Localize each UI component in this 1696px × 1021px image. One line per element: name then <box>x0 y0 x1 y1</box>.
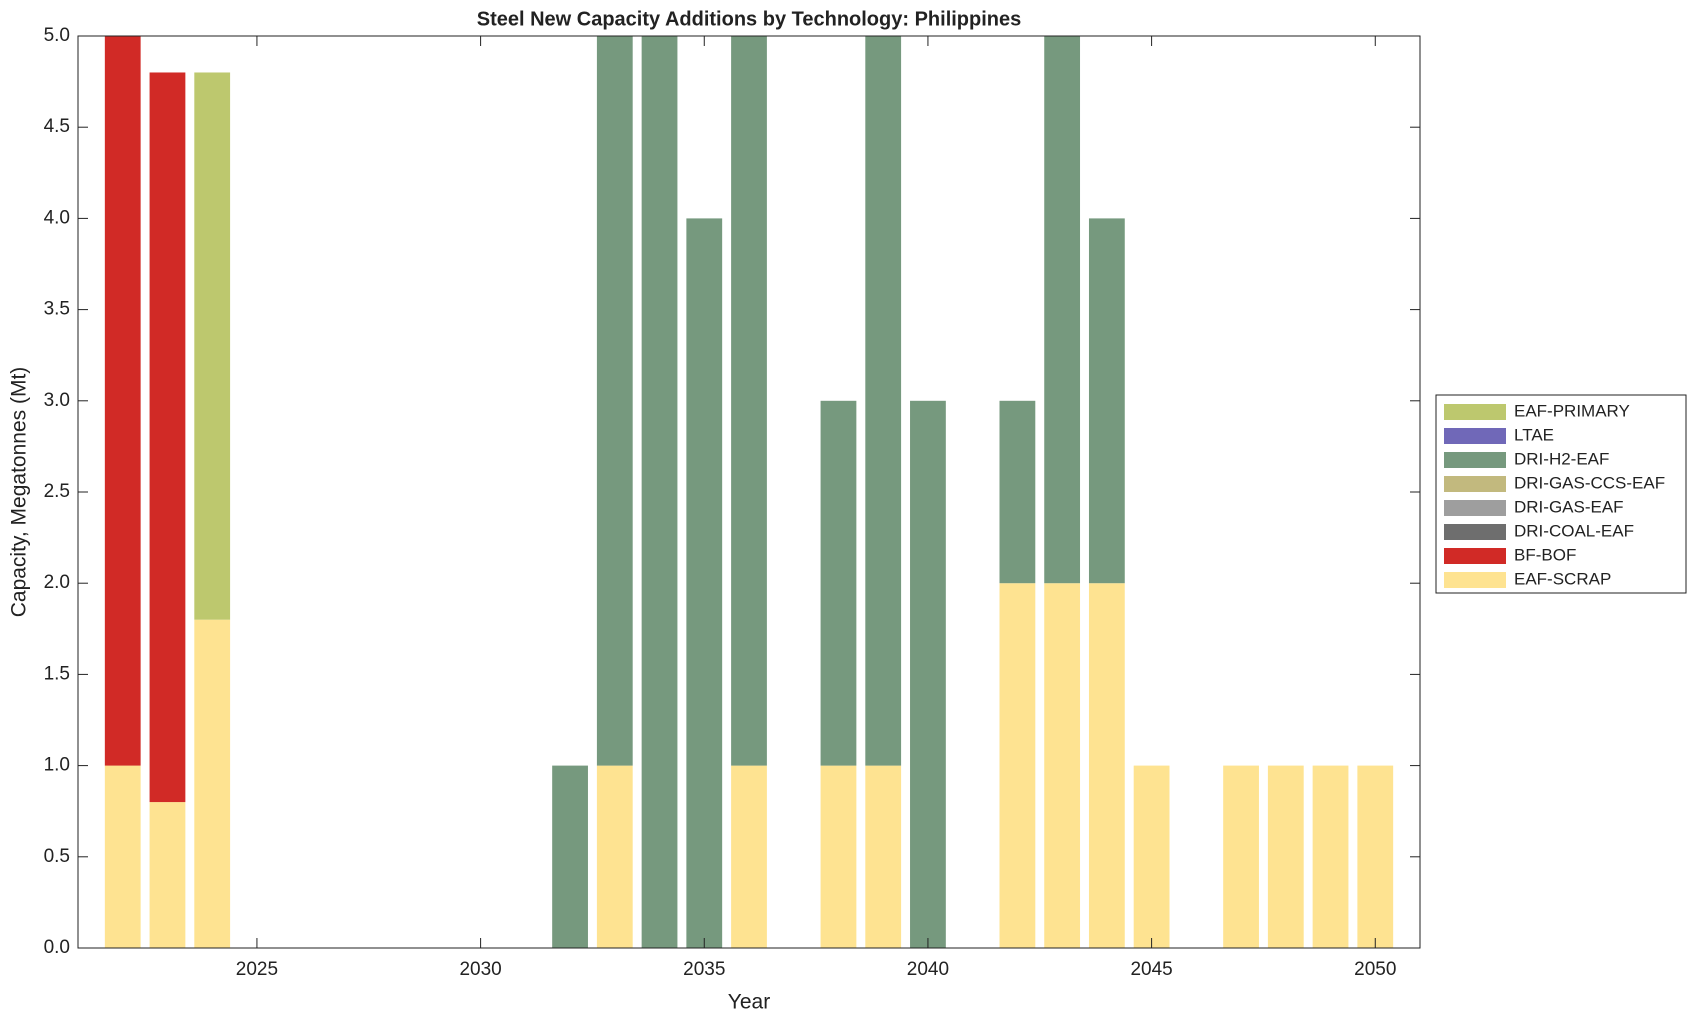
bar-segment <box>1312 765 1349 948</box>
legend-swatch <box>1444 548 1506 564</box>
legend-label: EAF-PRIMARY <box>1514 401 1630 420</box>
bar-segment <box>820 400 857 766</box>
bar-segment <box>104 765 141 948</box>
legend-label: BF-BOF <box>1514 545 1576 564</box>
y-tick-label: 0.5 <box>44 846 70 867</box>
y-tick-label: 1.5 <box>44 663 70 684</box>
bar-segment <box>1267 765 1304 948</box>
bar-segment <box>104 36 141 766</box>
bar-segment <box>1223 765 1259 948</box>
bar-segment <box>686 218 723 948</box>
bar-segment <box>1088 218 1125 584</box>
bar-segment <box>641 36 678 948</box>
bar-segment <box>149 802 186 948</box>
bar-segment <box>999 583 1036 948</box>
legend-swatch <box>1444 404 1506 420</box>
bar-segment <box>1088 583 1125 948</box>
bar-segment <box>149 72 186 803</box>
legend-label: DRI-H2-EAF <box>1514 449 1609 468</box>
x-tick-label: 2040 <box>907 959 949 980</box>
bar-segment <box>596 36 633 766</box>
legend-label: DRI-GAS-CCS-EAF <box>1514 473 1665 492</box>
chart-title: Steel New Capacity Additions by Technolo… <box>477 8 1022 30</box>
y-tick-label: 2.0 <box>44 572 70 593</box>
bar-segment <box>596 765 633 948</box>
bar-segment <box>1133 765 1170 948</box>
bar-segment <box>865 765 902 948</box>
y-tick-label: 3.0 <box>44 390 70 411</box>
bar-segment <box>910 400 946 948</box>
bar-segment <box>194 619 231 948</box>
legend-swatch <box>1444 428 1506 444</box>
y-tick-label: 5.0 <box>44 25 70 46</box>
bar-segment <box>552 765 588 948</box>
bars <box>104 36 1394 948</box>
bar-segment <box>1044 583 1081 948</box>
bar-segment <box>1044 36 1081 584</box>
y-tick-label: 2.5 <box>44 481 70 502</box>
y-tick-label: 1.0 <box>44 755 70 776</box>
x-tick-label: 2025 <box>236 959 278 980</box>
legend-swatch <box>1444 500 1506 516</box>
x-tick-label: 2045 <box>1130 959 1172 980</box>
legend-swatch <box>1444 476 1506 492</box>
legend-swatch <box>1444 524 1506 540</box>
bar-segment <box>865 36 902 766</box>
bar-segment <box>820 765 857 948</box>
legend-label: EAF-SCRAP <box>1514 569 1611 588</box>
legend-label: DRI-COAL-EAF <box>1514 521 1634 540</box>
bar-segment <box>194 72 231 620</box>
y-tick-label: 3.5 <box>44 299 70 320</box>
y-tick-label: 4.5 <box>44 116 70 137</box>
legend-swatch <box>1444 452 1506 468</box>
y-tick-label: 0.0 <box>44 937 70 958</box>
bar-segment <box>731 36 767 766</box>
y-tick-label: 4.0 <box>44 207 70 228</box>
legend-label: DRI-GAS-EAF <box>1514 497 1624 516</box>
legend-label: LTAE <box>1514 425 1554 444</box>
x-axis-label: Year <box>728 991 770 1014</box>
x-tick-label: 2050 <box>1354 959 1396 980</box>
bar-segment <box>999 400 1036 584</box>
bar-segment <box>731 765 767 948</box>
bar-segment <box>1357 765 1394 948</box>
x-tick-label: 2030 <box>459 959 501 980</box>
x-tick-label: 2035 <box>683 959 725 980</box>
y-axis-label: Capacity, Megatonnes (Mt) <box>8 367 31 618</box>
legend-swatch <box>1444 572 1506 588</box>
